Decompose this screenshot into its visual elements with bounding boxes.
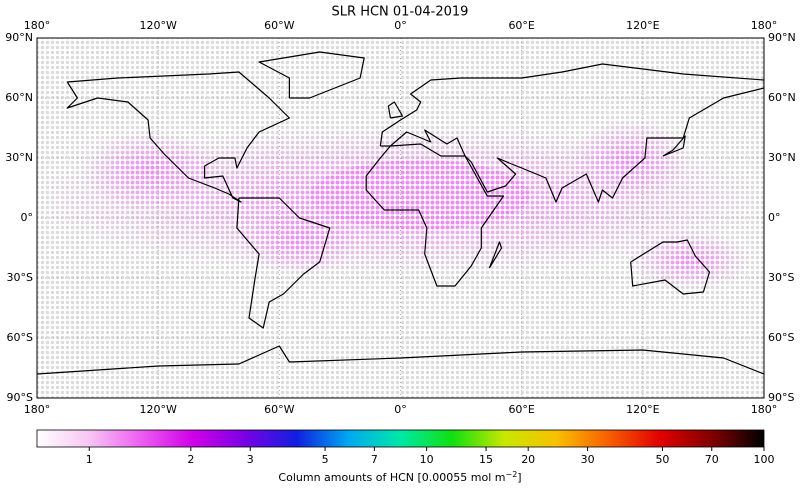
coastline	[66, 71, 290, 203]
lat-label-left: 90°S	[7, 391, 33, 404]
lat-label-right: 90°N	[768, 31, 796, 44]
lat-label-right: 60°S	[768, 331, 794, 344]
lat-label-right: 90°S	[768, 391, 794, 404]
graticule	[37, 38, 764, 398]
colorbar-ticks: 1 2 3 5 7 10 15 20 30 50 70 100	[86, 447, 775, 466]
colorbar	[36, 429, 765, 448]
colorbar-tick-label: 100	[754, 453, 775, 466]
coastline	[379, 63, 764, 203]
colorbar-tick-label: 1	[86, 453, 93, 466]
lon-label-bottom: 0°	[394, 403, 407, 416]
lat-label-right: 60°N	[768, 91, 796, 104]
lon-label-bottom: 60°E	[508, 403, 534, 416]
title: SLR HCN 01-04-2019	[332, 5, 469, 20]
colorbar-tick-label: 15	[479, 453, 493, 466]
lat-label-right: 0°	[768, 211, 781, 224]
lon-label-top: 180°	[24, 19, 51, 32]
lon-label-top: 60°W	[264, 19, 294, 32]
coastline	[387, 101, 404, 119]
colorbar-tick-label: 70	[705, 453, 719, 466]
map-area	[37, 38, 764, 398]
lon-label-bottom: 120°E	[626, 403, 659, 416]
colorbar-tick-label: 5	[322, 453, 329, 466]
coastline	[37, 345, 764, 375]
colorbar-tick-label: 10	[420, 453, 434, 466]
colorbar-label-exponent: −2	[505, 470, 517, 479]
colorbar-tick-label: 3	[247, 453, 254, 466]
coastline	[365, 143, 505, 287]
coastline	[630, 239, 711, 295]
axis-labels: 180° 180° 120°W 120°W 60°W 60°W 0° 0° 60°E 60°E 12…	[5, 19, 795, 416]
lon-label-bottom: 120°W	[139, 403, 176, 416]
lon-label-top: 120°E	[626, 19, 659, 32]
colorbar-label-text: Column amounts of HCN [0.00055 mol m	[278, 471, 505, 484]
lat-label-right: 30°S	[768, 271, 794, 284]
lon-label-top: 180°	[751, 19, 778, 32]
lat-label-left: 60°S	[7, 331, 33, 344]
colorbar-label: Column amounts of HCN [0.00055 mol m−2]	[278, 470, 521, 485]
colorbar-tick-label: 7	[371, 453, 378, 466]
lat-label-right: 30°N	[768, 151, 796, 164]
lon-label-top: 60°E	[508, 19, 534, 32]
lon-label-top: 120°W	[139, 19, 176, 32]
lon-label-top: 0°	[394, 19, 407, 32]
coastline	[662, 135, 686, 157]
lat-label-left: 90°N	[5, 31, 33, 44]
lat-label-left: 0°	[21, 211, 34, 224]
coastline	[258, 51, 365, 99]
coastline	[488, 241, 503, 269]
lon-label-bottom: 180°	[24, 403, 51, 416]
lat-label-left: 30°S	[7, 271, 33, 284]
coastline	[236, 197, 331, 329]
lon-label-bottom: 60°W	[264, 403, 294, 416]
lat-label-left: 60°N	[5, 91, 33, 104]
colorbar-label-end: ]	[517, 471, 521, 484]
coastlines	[37, 51, 764, 375]
map-frame	[36, 37, 765, 399]
lon-label-bottom: 180°	[751, 403, 778, 416]
colorbar-tick-label: 50	[655, 453, 669, 466]
lat-label-left: 30°N	[5, 151, 33, 164]
colorbar-tick-label: 30	[581, 453, 595, 466]
colorbar-tick-label: 2	[187, 453, 194, 466]
colorbar-tick-label: 20	[521, 453, 535, 466]
